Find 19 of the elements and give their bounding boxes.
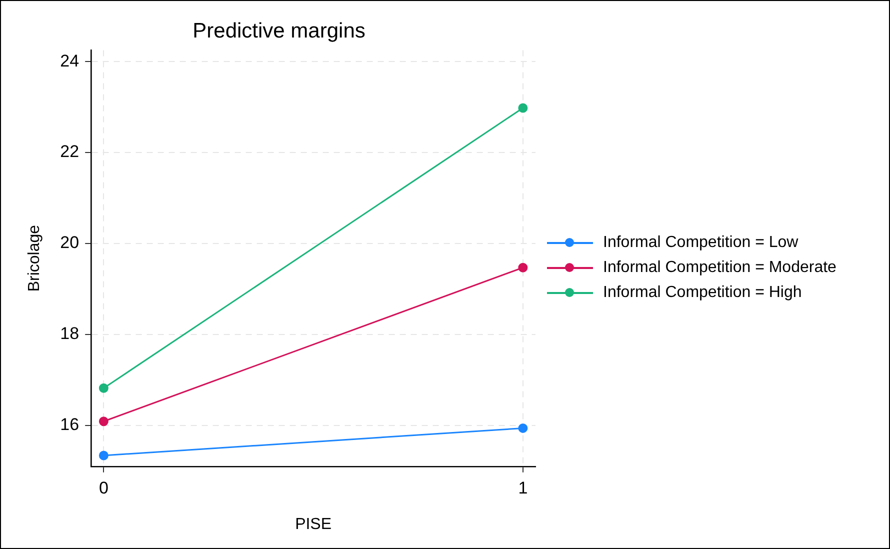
point <box>98 450 108 460</box>
point <box>518 423 528 433</box>
y-tick-label: 20 <box>60 233 80 252</box>
x-tick-label: 1 <box>518 478 528 498</box>
point <box>518 262 528 272</box>
legend-label: Informal Competition = High <box>603 284 802 302</box>
point <box>98 416 108 426</box>
y-tick-label: 22 <box>60 142 80 162</box>
x-tick-label: 0 <box>98 478 108 498</box>
y-tick-label: 18 <box>60 324 80 344</box>
y-tick-label: 24 <box>60 51 80 70</box>
x-axis-title: PISE <box>295 516 332 533</box>
chart-title: Predictive margins <box>192 19 366 42</box>
legend-label: Informal Competition = Low <box>603 234 798 252</box>
y-tick-label: 16 <box>60 415 80 434</box>
legend-label: Informal Competition = Moderate <box>603 258 836 276</box>
point <box>98 383 108 393</box>
point <box>518 103 528 113</box>
y-axis-title: Bricolage <box>26 224 44 292</box>
